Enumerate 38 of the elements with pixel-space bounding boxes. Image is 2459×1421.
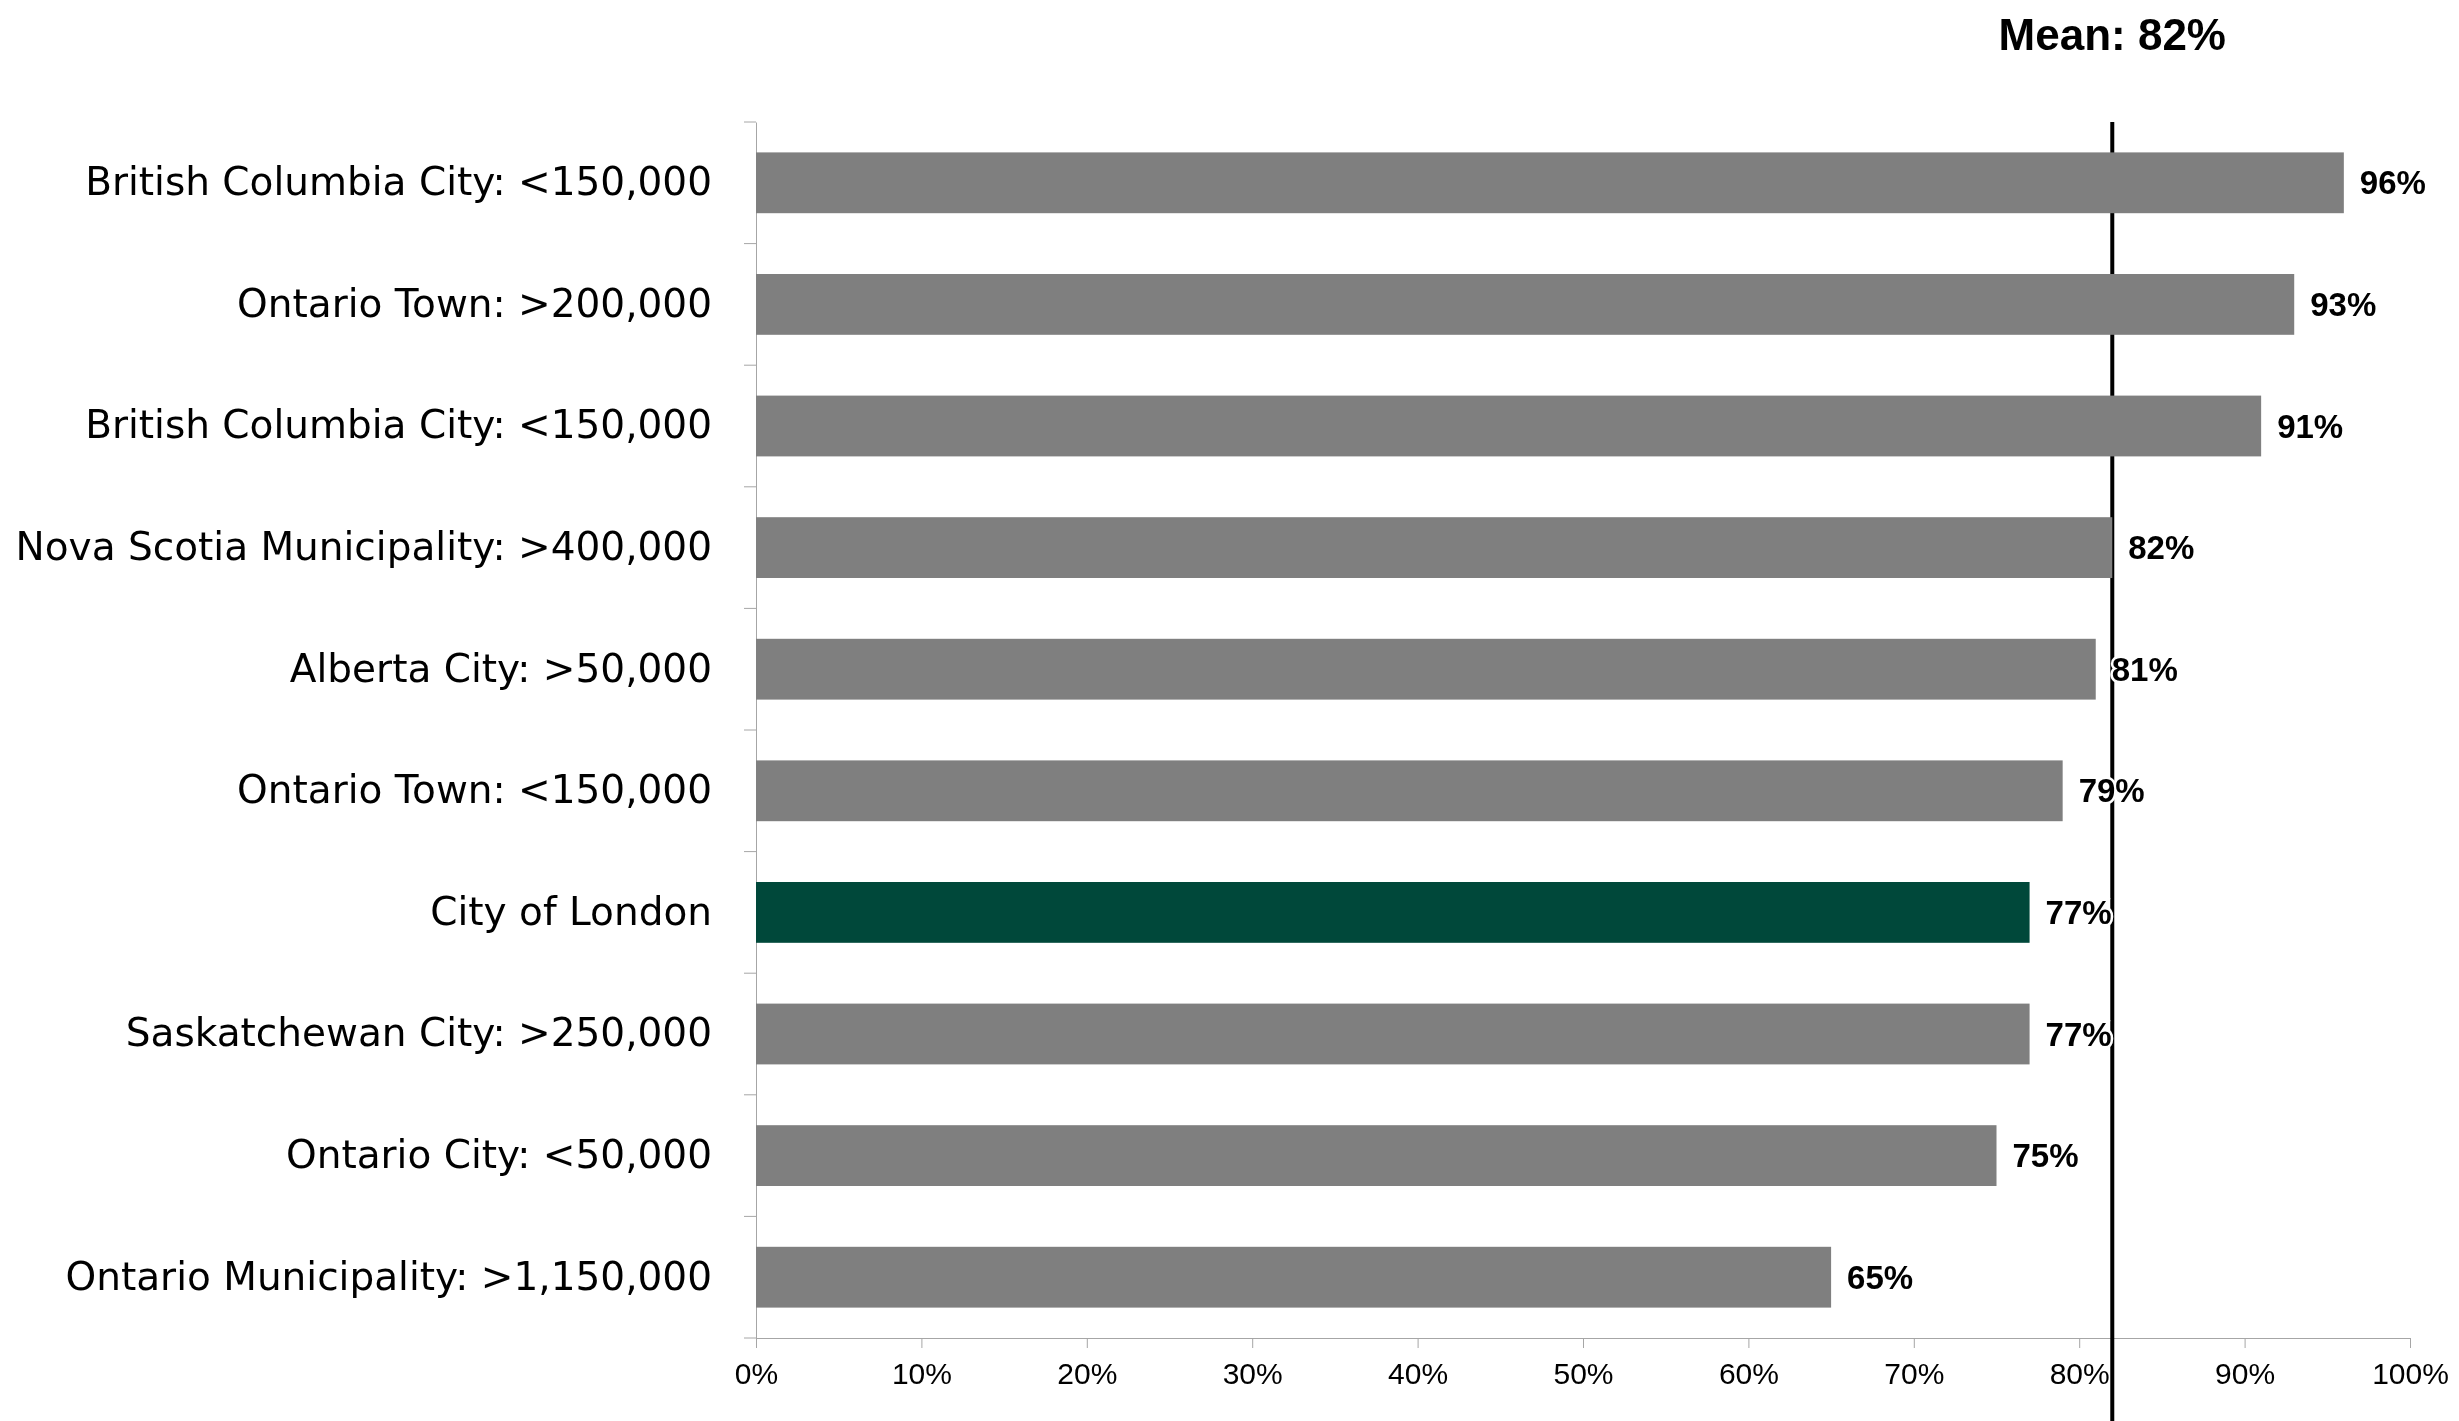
y-tick-label: Ontario Town: >200,000 bbox=[237, 280, 712, 326]
bar bbox=[756, 152, 2344, 214]
data-label: 75% bbox=[2012, 1137, 2079, 1175]
y-tick-label: British Columbia City: <150,000 bbox=[85, 402, 712, 448]
data-label: 91% bbox=[2277, 407, 2344, 445]
y-tick-label: Alberta City: >50,000 bbox=[289, 645, 712, 691]
bar bbox=[756, 760, 2063, 822]
y-tick-label: Ontario Town: <150,000 bbox=[237, 767, 712, 813]
y-tick-label: British Columbia City: <150,000 bbox=[85, 159, 712, 205]
bar bbox=[756, 517, 2113, 578]
x-tick-label: 20% bbox=[1057, 1357, 1118, 1390]
bar bbox=[756, 882, 2030, 943]
bar bbox=[756, 638, 2096, 700]
x-tick-label: 50% bbox=[1553, 1357, 1614, 1390]
data-label: 82% bbox=[2128, 529, 2195, 567]
bar bbox=[756, 1246, 1832, 1308]
x-tick-label: 70% bbox=[1884, 1357, 1945, 1390]
x-tick-label: 40% bbox=[1388, 1357, 1449, 1390]
data-label: 65% bbox=[1847, 1258, 1914, 1296]
y-tick-label: Ontario City: <50,000 bbox=[285, 1132, 712, 1178]
y-tick-label: Ontario Municipality: >1,150,000 bbox=[65, 1253, 712, 1299]
y-tick-label: Saskatchewan City: >250,000 bbox=[125, 1010, 712, 1056]
bar bbox=[756, 1125, 1997, 1186]
x-tick-label: 60% bbox=[1718, 1357, 1779, 1390]
x-tick-label: 0% bbox=[734, 1357, 779, 1390]
data-label: 93% bbox=[2310, 285, 2377, 323]
x-tick-label: 30% bbox=[1222, 1357, 1283, 1390]
x-tick-label: 80% bbox=[2049, 1357, 2110, 1390]
bar bbox=[756, 395, 2262, 457]
ref-line-label: Mean: 82% bbox=[1998, 10, 2226, 59]
x-tick-label: 10% bbox=[891, 1357, 952, 1390]
data-label: 96% bbox=[2359, 164, 2426, 202]
y-tick-label: Nova Scotia Municipality: >400,000 bbox=[15, 524, 712, 570]
bar bbox=[756, 274, 2295, 335]
x-tick-label: 90% bbox=[2215, 1357, 2276, 1390]
bar bbox=[756, 1003, 2030, 1065]
x-tick-label: 100% bbox=[2372, 1357, 2449, 1390]
y-tick-label: City of London bbox=[430, 888, 712, 934]
